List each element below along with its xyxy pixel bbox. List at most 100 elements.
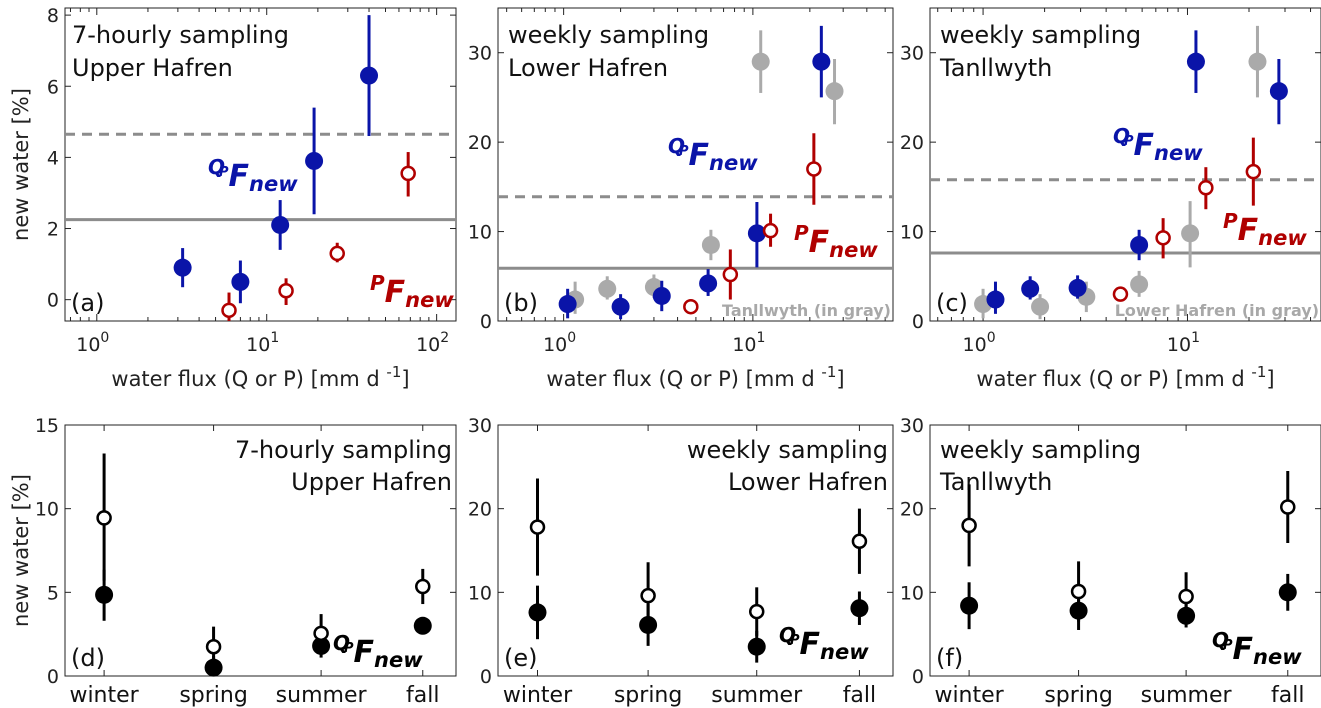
data-point-open bbox=[529, 519, 546, 535]
data-point-open bbox=[1112, 286, 1129, 302]
data-point-open bbox=[313, 625, 329, 642]
x-tick-label: 100 bbox=[76, 330, 109, 356]
data-point-open bbox=[1280, 499, 1296, 515]
y-tick-label: 10 bbox=[900, 222, 924, 244]
data-point-filled bbox=[271, 215, 290, 234]
y-tick-label: 10 bbox=[468, 582, 492, 604]
data-point-filled bbox=[850, 599, 869, 618]
data-point-open bbox=[96, 510, 112, 526]
data-point-open bbox=[221, 302, 237, 319]
data-point-open bbox=[1155, 230, 1171, 246]
y-tick-label: 5 bbox=[47, 582, 59, 604]
data-point-open bbox=[640, 587, 656, 604]
data-point-open bbox=[961, 517, 977, 534]
panel-title-line2: Lower Hafren bbox=[728, 468, 888, 496]
data-point-filled bbox=[360, 66, 379, 85]
data-point-filled bbox=[204, 658, 223, 677]
x-axis-label: water flux (Q or P) [mm d -1] bbox=[976, 363, 1274, 391]
y-tick-label: 10 bbox=[35, 499, 59, 521]
data-point-filled bbox=[173, 258, 192, 277]
data-point-open bbox=[1178, 588, 1194, 605]
data-point-open bbox=[1245, 163, 1262, 180]
data-point-filled bbox=[960, 596, 979, 615]
data-point-open bbox=[748, 603, 765, 620]
panel-title-line1: 7-hourly sampling bbox=[72, 21, 289, 49]
x-axis-label: water flux (Q or P) [mm d -1] bbox=[111, 363, 409, 391]
series-pfnew bbox=[221, 152, 416, 321]
y-tick-label: 0 bbox=[912, 666, 924, 688]
qpfnew-label: QPFnew bbox=[1113, 124, 1203, 165]
x-category-label: summer bbox=[711, 683, 803, 708]
data-point-filled bbox=[95, 585, 114, 604]
panel-label: (f) bbox=[936, 644, 963, 672]
x-tick-label: 101 bbox=[246, 330, 279, 356]
y-tick-label: 15 bbox=[35, 415, 59, 437]
data-point-open bbox=[683, 298, 699, 315]
x-tick-label: 102 bbox=[416, 330, 449, 356]
qpfnew-label: QPFnew bbox=[333, 631, 423, 672]
data-point-filled bbox=[598, 279, 617, 298]
y-tick-label: 30 bbox=[900, 43, 924, 65]
panel-e: 0 10 20 30 winter spring summer fall weekly samp… bbox=[468, 415, 894, 708]
data-point-filled bbox=[701, 235, 720, 254]
panel-f: 0 10 20 30 winter spring summer fall weekly samp… bbox=[900, 415, 1321, 708]
plot-frame bbox=[497, 424, 894, 677]
x-tick-label: 101 bbox=[1167, 330, 1200, 356]
series-pfnew bbox=[683, 133, 822, 315]
series-pfnew bbox=[96, 453, 431, 666]
x-category-label: summer bbox=[1141, 683, 1233, 708]
data-point-filled bbox=[751, 52, 770, 71]
data-point-open bbox=[415, 578, 431, 595]
data-point-open bbox=[722, 266, 739, 283]
series-qpfnew bbox=[173, 15, 379, 304]
y-tick-label: 6 bbox=[47, 76, 59, 98]
series-qpfnew bbox=[960, 573, 1297, 630]
panel-c: 0 10 20 30 100 101 water flux (Q or P) [mm d -… bbox=[900, 7, 1321, 391]
panel-label: (e) bbox=[504, 644, 538, 672]
x-category-label: spring bbox=[1044, 683, 1113, 708]
panel-title-line1: weekly sampling bbox=[940, 21, 1141, 49]
panel-title-line1: weekly sampling bbox=[687, 436, 888, 464]
data-point-filled bbox=[231, 272, 250, 291]
x-category-label: fall bbox=[406, 683, 439, 708]
data-point-filled bbox=[825, 82, 844, 101]
data-point-open bbox=[1070, 583, 1087, 600]
data-point-filled bbox=[558, 295, 577, 314]
data-point-open bbox=[205, 638, 222, 655]
y-tick-label: 30 bbox=[468, 43, 492, 65]
y-tick-label: 0 bbox=[480, 666, 492, 688]
data-point-filled bbox=[747, 637, 766, 656]
data-point-open bbox=[278, 283, 294, 299]
panel-title-line1: 7-hourly sampling bbox=[235, 436, 452, 464]
data-point-filled bbox=[1181, 224, 1200, 243]
y-tick-label: 20 bbox=[900, 499, 924, 521]
gray-series-note: Lower Hafren (in gray) bbox=[1115, 301, 1319, 320]
series-pfnew bbox=[529, 478, 868, 636]
plot-frame bbox=[64, 424, 457, 677]
data-point-filled bbox=[1031, 297, 1050, 316]
data-point-open bbox=[329, 245, 345, 262]
data-point-filled bbox=[528, 603, 547, 622]
gray-series-note: Tanllwyth (in gray) bbox=[722, 301, 891, 320]
data-point-filled bbox=[812, 52, 831, 71]
data-point-filled bbox=[1269, 82, 1288, 101]
data-point-filled bbox=[1278, 583, 1297, 602]
data-point-filled bbox=[1021, 279, 1040, 298]
panel-title-line2: Upper Hafren bbox=[291, 468, 452, 496]
x-tick-label: 101 bbox=[732, 330, 765, 356]
x-tick-label: 100 bbox=[543, 330, 576, 356]
x-tick-label: 100 bbox=[963, 330, 996, 356]
data-point-filled bbox=[305, 151, 324, 170]
y-tick-label: 20 bbox=[468, 499, 492, 521]
panel-label: (d) bbox=[71, 644, 105, 672]
y-tick-label: 0 bbox=[480, 311, 492, 333]
y-tick-label: 2 bbox=[47, 219, 59, 241]
y-tick-label: 4 bbox=[47, 147, 59, 169]
data-point-filled bbox=[747, 224, 766, 243]
data-point-filled bbox=[611, 297, 630, 316]
pfnew-label: PFnew bbox=[794, 221, 878, 262]
series-tanllwyth bbox=[566, 30, 844, 314]
series-pfnew bbox=[961, 471, 1296, 622]
y-axis-label: new water [%] bbox=[9, 474, 33, 627]
